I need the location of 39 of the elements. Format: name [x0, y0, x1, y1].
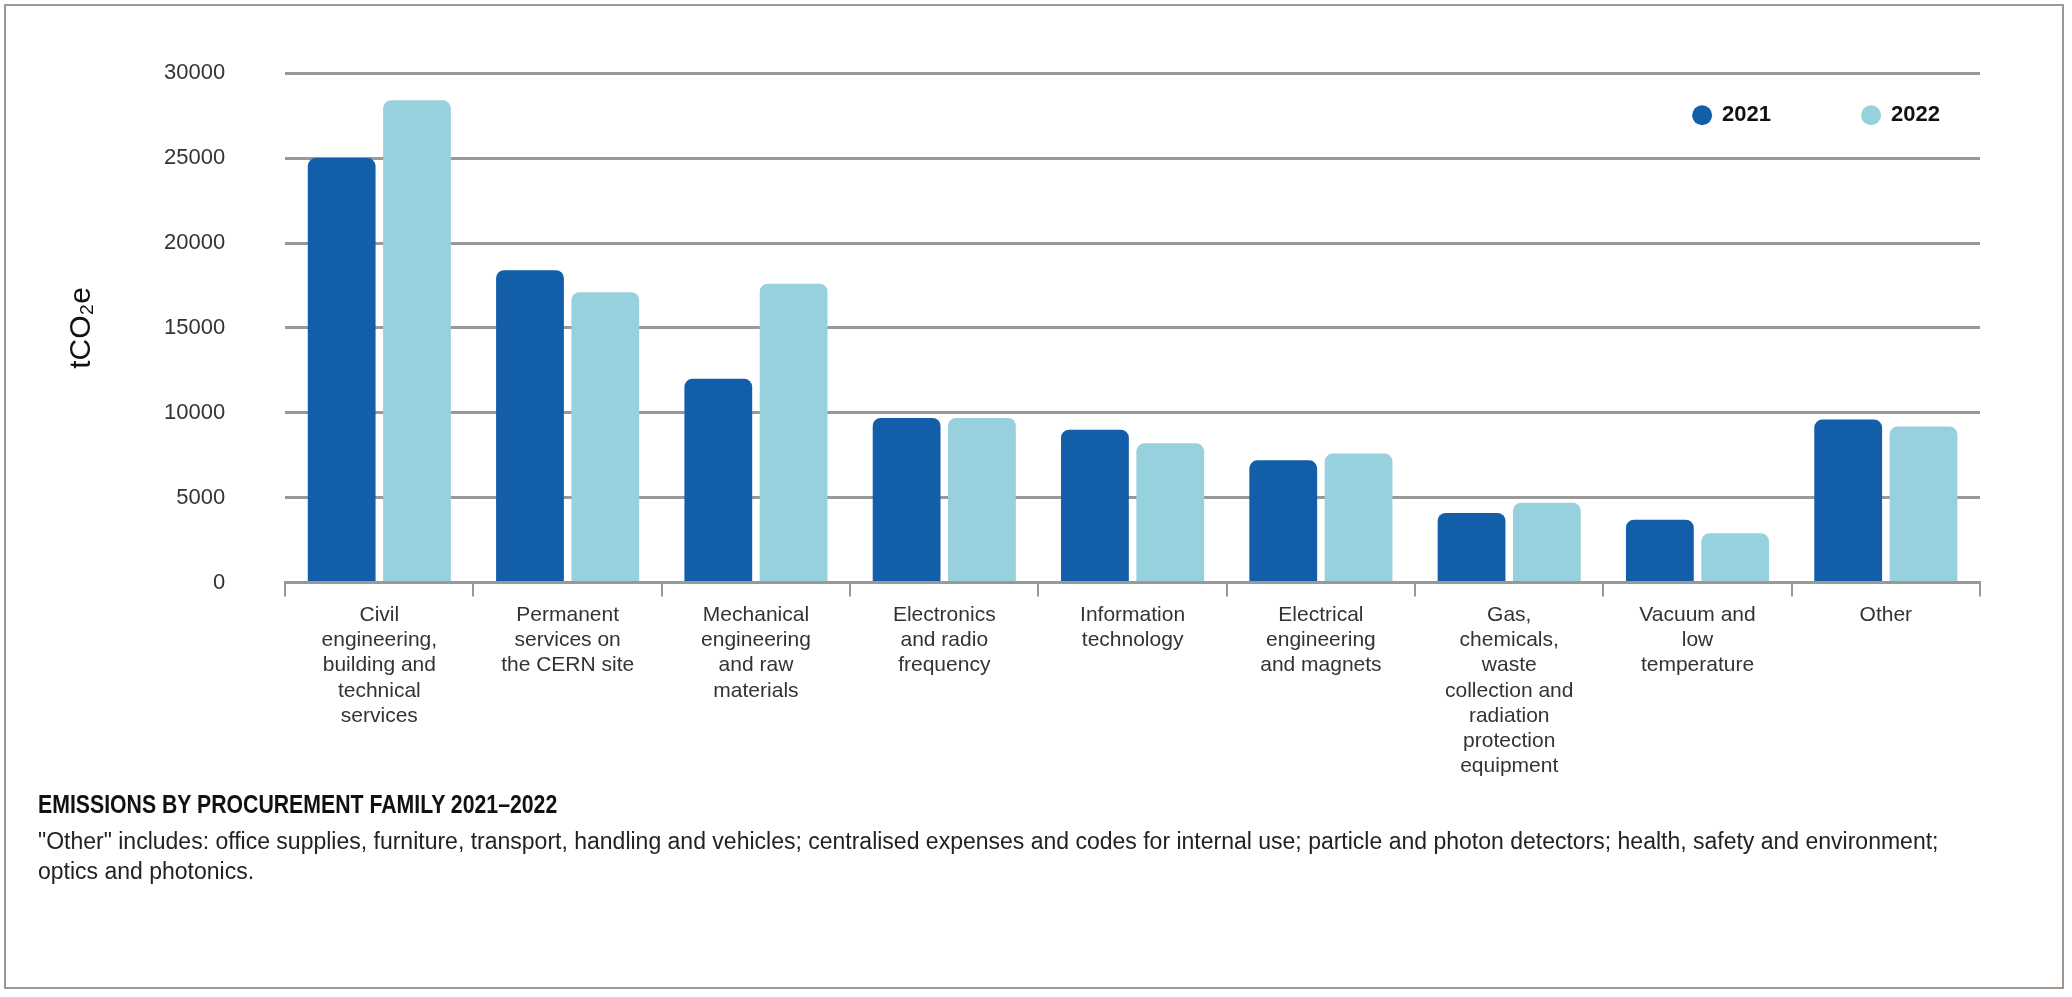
y-tick-label: 5000	[176, 483, 226, 509]
y-tick-label: 15000	[163, 313, 226, 339]
bar	[1437, 512, 1506, 582]
y-tick-label: 25000	[163, 144, 226, 170]
x-tick-label: Gas, chemicals, waste collection and radiation protection equipment	[1445, 602, 1574, 777]
x-tick-label: Permanent services on the CERN site	[501, 602, 635, 676]
bar	[872, 417, 941, 582]
bar	[496, 270, 564, 582]
x-tick-label: Civil engineering, building and technical services	[321, 602, 438, 726]
bar	[1061, 429, 1129, 582]
y-tick-label: 0	[212, 568, 226, 594]
bar	[948, 417, 1016, 582]
bar	[1625, 519, 1694, 582]
bar	[1701, 533, 1770, 582]
bar	[684, 378, 753, 582]
y-axis-title: tCO₂e	[63, 287, 97, 369]
bar	[571, 292, 640, 582]
legend-label: 2022	[1891, 101, 1941, 127]
legend-label: 2021	[1722, 101, 1772, 127]
text: "Other" includes: office supplies, furniture, transport, handling and vehicles; centralised expenses and codes for internal use; particle and photon detectors; health, safety and environment; optics and photonics.	[38, 827, 1940, 886]
y-tick-label: 30000	[163, 59, 226, 85]
bar	[759, 283, 828, 582]
x-tick-label: Electrical engineering and magnets	[1260, 602, 1382, 676]
bar	[1889, 426, 1958, 582]
bar	[307, 158, 376, 582]
x-tick-label: Mechanical engineering and raw materials	[701, 602, 811, 701]
bar	[1136, 443, 1205, 582]
x-tick-label: Other	[1859, 602, 1913, 625]
bar	[1249, 460, 1318, 582]
text: EMISSIONS BY PROCUREMENT FAMILY 2021–2022	[38, 790, 558, 819]
y-tick-label: 10000	[163, 398, 226, 424]
bar	[1324, 453, 1393, 582]
y-tick-label: 20000	[163, 229, 226, 255]
bar	[1814, 419, 1883, 582]
x-tick-label: Electronics and radio frequency	[892, 602, 996, 676]
x-tick-label: Vacuum and low temperature	[1639, 602, 1756, 676]
bar	[1512, 502, 1581, 582]
bar	[383, 100, 451, 582]
x-tick-label: Information technology	[1080, 602, 1186, 651]
